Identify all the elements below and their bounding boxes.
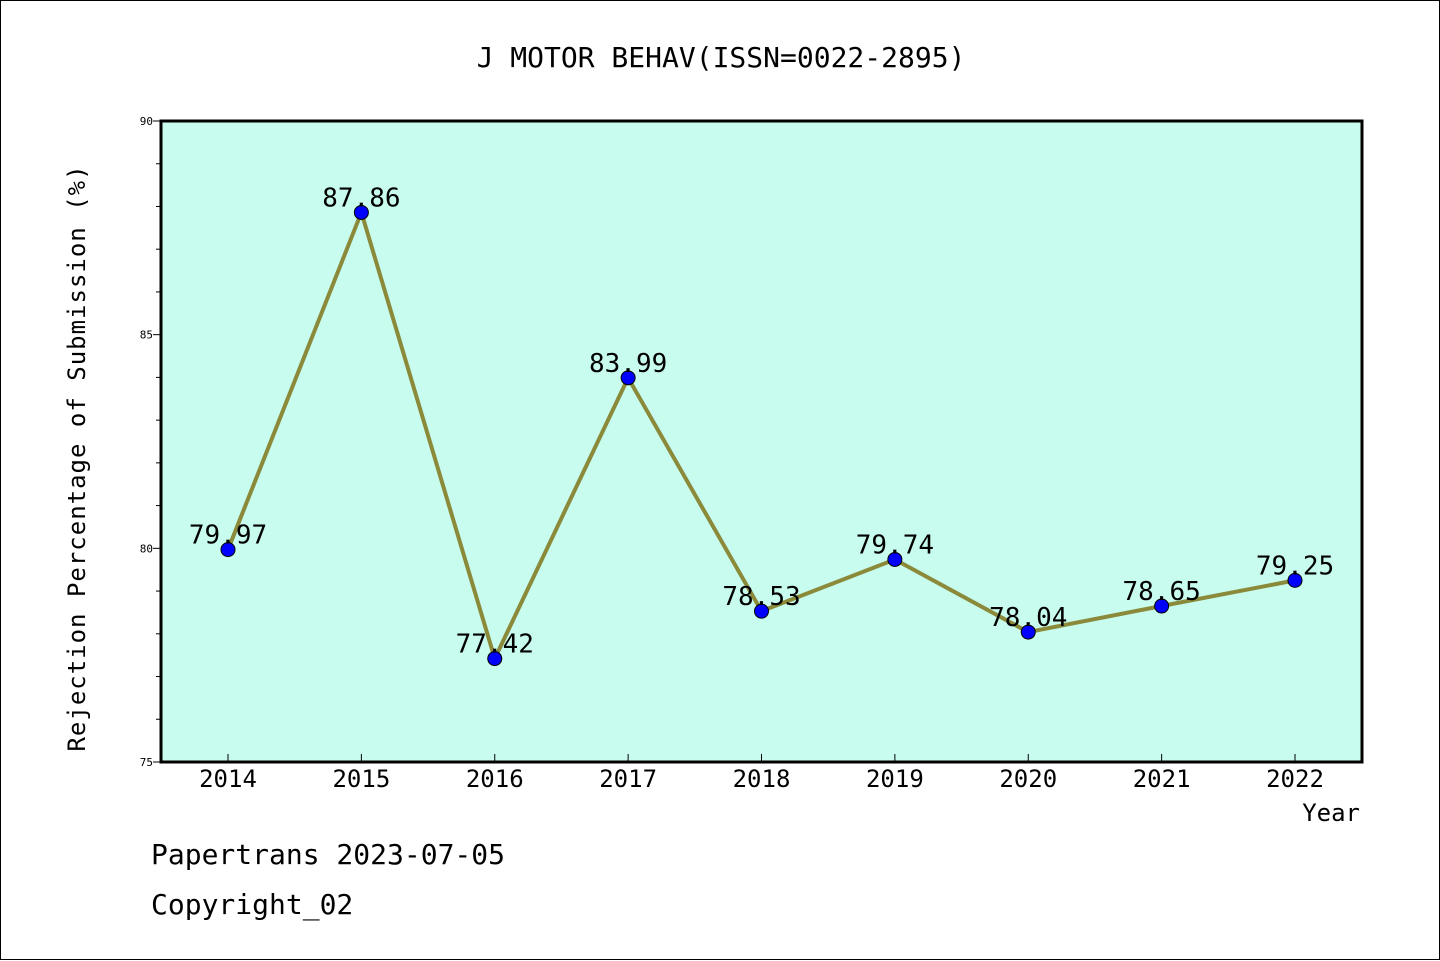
data-point	[353, 204, 369, 220]
data-labels-group: 79.97 87.86 77.42 83.99 78.53 79.74 78.04 78.65…	[189, 183, 1334, 659]
data-label: 78.65	[1122, 577, 1200, 607]
data-point	[1020, 624, 1036, 640]
y-tick-label: 90	[140, 115, 153, 128]
y-tick-label: 85	[140, 329, 153, 342]
x-tick-label: 2022	[1266, 765, 1324, 793]
y-tick-label: 80	[140, 542, 153, 555]
data-point	[1287, 572, 1303, 588]
x-tick-label: 2018	[733, 765, 791, 793]
plot-area	[161, 121, 1362, 762]
plot-border	[159, 119, 1364, 764]
series-line-group	[220, 204, 1303, 667]
data-point	[487, 651, 503, 667]
data-label: 79.25	[1256, 551, 1334, 581]
x-tick-label: 2016	[466, 765, 524, 793]
x-axis: 2014 2015 2016 2017 2018 2019 2020 2021 2022	[199, 754, 1324, 793]
data-label: 78.04	[989, 603, 1067, 633]
data-label: 78.53	[722, 582, 800, 612]
x-tick-label: 2017	[599, 765, 657, 793]
data-point	[620, 370, 636, 386]
data-label: 77.42	[456, 630, 534, 660]
data-label: 79.97	[189, 521, 267, 551]
data-label: 83.99	[589, 349, 667, 379]
data-point	[1154, 598, 1170, 614]
x-axis-label: Year	[1302, 799, 1360, 827]
data-label: 87.86	[322, 183, 400, 213]
data-point	[887, 551, 903, 567]
data-label: 79.74	[856, 530, 934, 560]
footer-date: Papertrans 2023-07-05	[151, 838, 505, 871]
y-tick-label: 75	[140, 756, 153, 769]
x-tick-label: 2014	[199, 765, 257, 793]
x-tick-label: 2021	[1133, 765, 1191, 793]
data-point	[220, 542, 236, 558]
x-tick-label: 2019	[866, 765, 924, 793]
chart-title: J MOTOR BEHAV(ISSN=0022-2895)	[477, 41, 966, 74]
data-point	[754, 603, 769, 619]
x-tick-label: 2015	[332, 765, 390, 793]
footer-copyright: Copyright_02	[151, 888, 353, 922]
y-axis-label: Rejection Percentage of Submission (%)	[63, 164, 91, 751]
y-axis: 75 80 85 90	[140, 115, 161, 769]
x-tick-label: 2020	[999, 765, 1057, 793]
